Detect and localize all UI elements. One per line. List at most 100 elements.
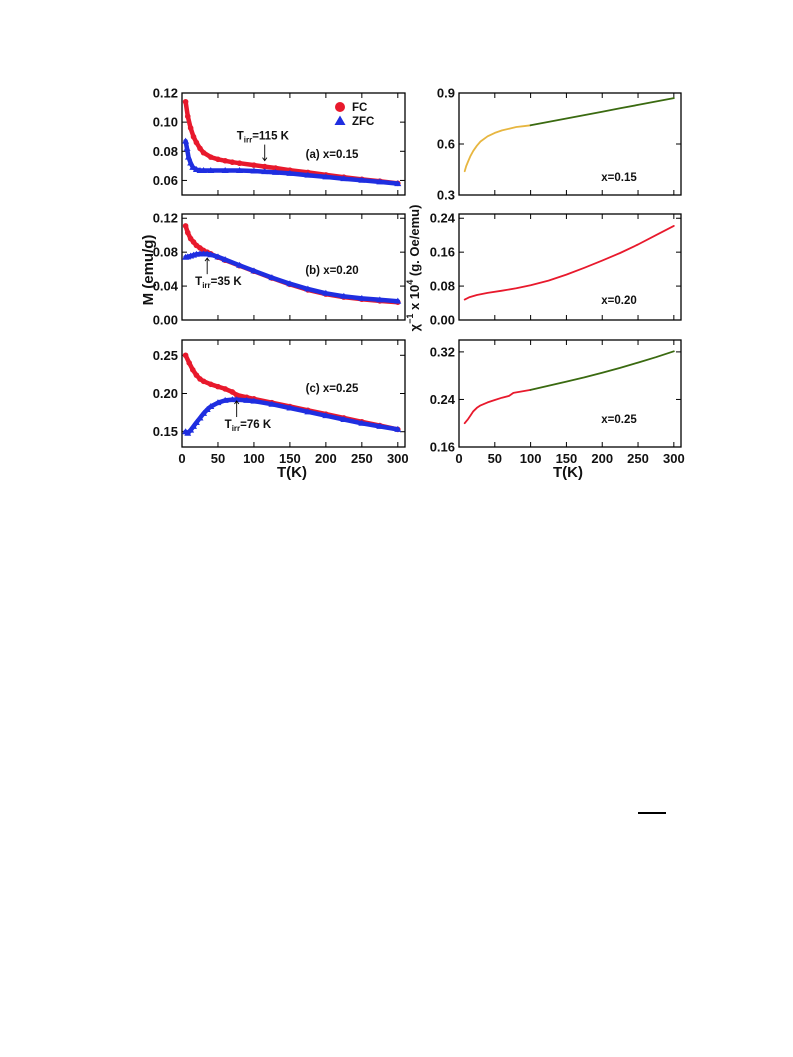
data-point-zfc [182,137,190,144]
x-tick-label: 250 [351,451,373,466]
panel-annotation: x=0.15 [601,172,637,184]
y-tick-label: 0.20 [153,386,178,401]
y-tick-label: 0.00 [430,313,455,328]
data-point-fc [184,229,191,236]
legend-label-zfc: ZFC [352,116,374,128]
data-point-fc [186,360,192,366]
legend-marker-fc [335,102,345,112]
data-point-fc [229,159,236,166]
left-x-axis-label: T(K) [277,464,307,481]
data-point-zfc [207,167,215,174]
data-point-fc [200,149,207,156]
tirr-arrowhead [234,400,240,405]
data-point-zfc [207,402,215,409]
y-tick-label: 0.08 [153,245,178,260]
data-point-zfc [236,167,244,174]
data-point-zfc [376,296,384,303]
data-point-fc [236,160,243,167]
legend: FC ZFC [334,102,374,128]
data-point-zfc [221,256,229,263]
right-y-mid: x 10 [407,285,422,314]
y-tick-label: 0.9 [437,86,455,101]
legend-marker-zfc [334,115,346,125]
right-y-axis-label: χ−1 x 104 (g. Oe/emu) [405,205,422,332]
y-tick-label: 0.12 [153,86,178,101]
panel-right-c: 0.16 0.24 0.32 0 50 100 150 200 250 300 x=0.25 [430,339,685,466]
data-point-fc [190,133,197,140]
panel-left-a: 0.06 0.08 0.10 0.12 (a) x=0.15 Tirr=115 K FC ZF… [153,86,406,196]
data-point-zfc [322,173,330,180]
y-tick-label: 0.3 [437,188,455,203]
y-tick-label: 0.06 [153,173,178,188]
panel-right-a: 0.3 0.6 0.9 x=0.15 [437,86,682,203]
data-point-fc [229,389,236,395]
panel-right-b: 0.00 0.08 0.16 0.24 x=0.20 [430,211,682,328]
left-y-axis-label: M (emu/g) [140,235,157,306]
data-point-zfc [322,289,330,296]
data-point-zfc [214,399,222,406]
data-point-zfc [376,422,384,429]
tirr-arrowhead [262,157,268,162]
data-point-zfc [272,168,280,175]
data-point-fc [184,113,191,120]
data-point-fc [222,386,228,392]
data-point-zfc [394,297,402,304]
data-point-zfc [190,422,198,429]
y-tick-label: 0.25 [153,348,178,363]
data-point-zfc [189,163,197,170]
data-point-fc [193,139,200,146]
data-point-fc [200,378,207,385]
x-tick-label: 50 [211,451,225,466]
data-point-zfc [286,169,294,176]
right-y-chi: χ [407,323,422,331]
data-point-zfc [200,409,208,416]
data-point-fc [261,163,268,170]
data-point-zfc [286,280,294,287]
data-point-fc [193,372,200,378]
panel-left-c: 0.15 0.20 0.25 0 50 100 150 200 250 300 (c) x=0.25… [153,339,409,466]
data-point-fc [182,352,189,359]
x-tick-label: 150 [556,451,578,466]
data-point-zfc [236,261,244,268]
tirr-label: Tirr=35 K [195,276,242,290]
right-y-rest: (g. Oe/emu) [407,205,422,280]
right-y-exp2: 4 [405,280,415,285]
y-tick-label: 0.15 [153,424,178,439]
y-tick-label: 0.24 [430,211,456,226]
y-tick-label: 0.08 [153,144,178,159]
y-tick-label: 0.00 [153,313,178,328]
data-point-fc [207,154,214,160]
data-point-zfc [207,251,215,258]
data-point-zfc [304,408,312,415]
tirr-label: Tirr=115 K [237,131,290,145]
y-tick-label: 0.16 [430,245,455,260]
panel-frame [181,339,406,448]
data-point-zfc [268,400,276,407]
y-tick-label: 0.08 [430,279,455,294]
data-point-zfc [261,168,269,175]
series-line-0 [463,224,675,301]
panel-annotation: (c) x=0.25 [306,383,359,395]
data-point-zfc [250,397,258,404]
data-point-zfc [358,419,366,426]
y-tick-label: 0.24 [430,392,456,407]
y-tick-label: 0.04 [153,279,179,294]
data-point-fc [272,165,279,171]
data-point-fc [189,367,196,373]
data-point-zfc [394,180,402,187]
series-line-1 [529,350,675,391]
right-y-exp: −1 [405,314,415,324]
panel-annotation: (a) x=0.15 [306,149,359,161]
panel-annotation: x=0.25 [601,414,637,426]
data-point-zfc [394,425,402,432]
data-point-zfc [376,178,384,185]
data-point-fc [233,392,240,398]
data-point-zfc [183,144,191,151]
data-point-zfc [304,171,312,178]
data-point-zfc [221,167,229,174]
x-tick-label: 200 [591,451,613,466]
data-point-zfc [322,412,330,419]
y-tick-label: 0.6 [437,137,455,152]
data-point-zfc [250,167,258,174]
